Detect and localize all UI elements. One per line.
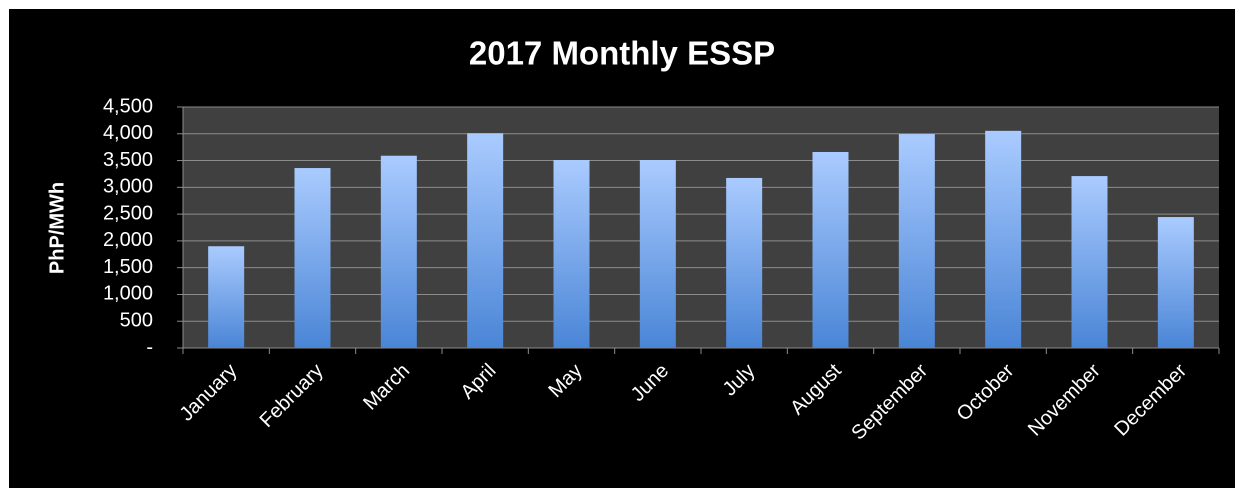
y-tick-label: 4,500 <box>103 95 153 117</box>
y-tick-label: 4,000 <box>103 122 153 144</box>
bar <box>1071 176 1108 348</box>
y-tick-label: 3,000 <box>103 176 153 198</box>
chart-title: 2017 Monthly ESSP <box>469 35 775 72</box>
bar <box>294 168 331 348</box>
bar <box>208 246 245 348</box>
y-tick-label: - <box>146 336 153 358</box>
bar <box>898 134 935 348</box>
bar <box>467 133 504 348</box>
bar <box>553 160 590 348</box>
bar <box>1157 217 1194 348</box>
y-tick-label: 1,500 <box>103 256 153 278</box>
y-tick-label: 2,000 <box>103 229 153 251</box>
bar <box>726 177 763 348</box>
y-tick-label: 500 <box>120 310 153 332</box>
y-tick-label: 2,500 <box>103 202 153 224</box>
y-tick-label: 1,000 <box>103 283 153 305</box>
y-axis-label: PhP/MWh <box>46 182 68 274</box>
bar <box>380 155 417 348</box>
plot-area <box>183 107 1219 348</box>
y-tick-label: 3,500 <box>103 149 153 171</box>
bar <box>639 160 676 348</box>
bar <box>812 151 849 348</box>
bar <box>985 130 1022 348</box>
